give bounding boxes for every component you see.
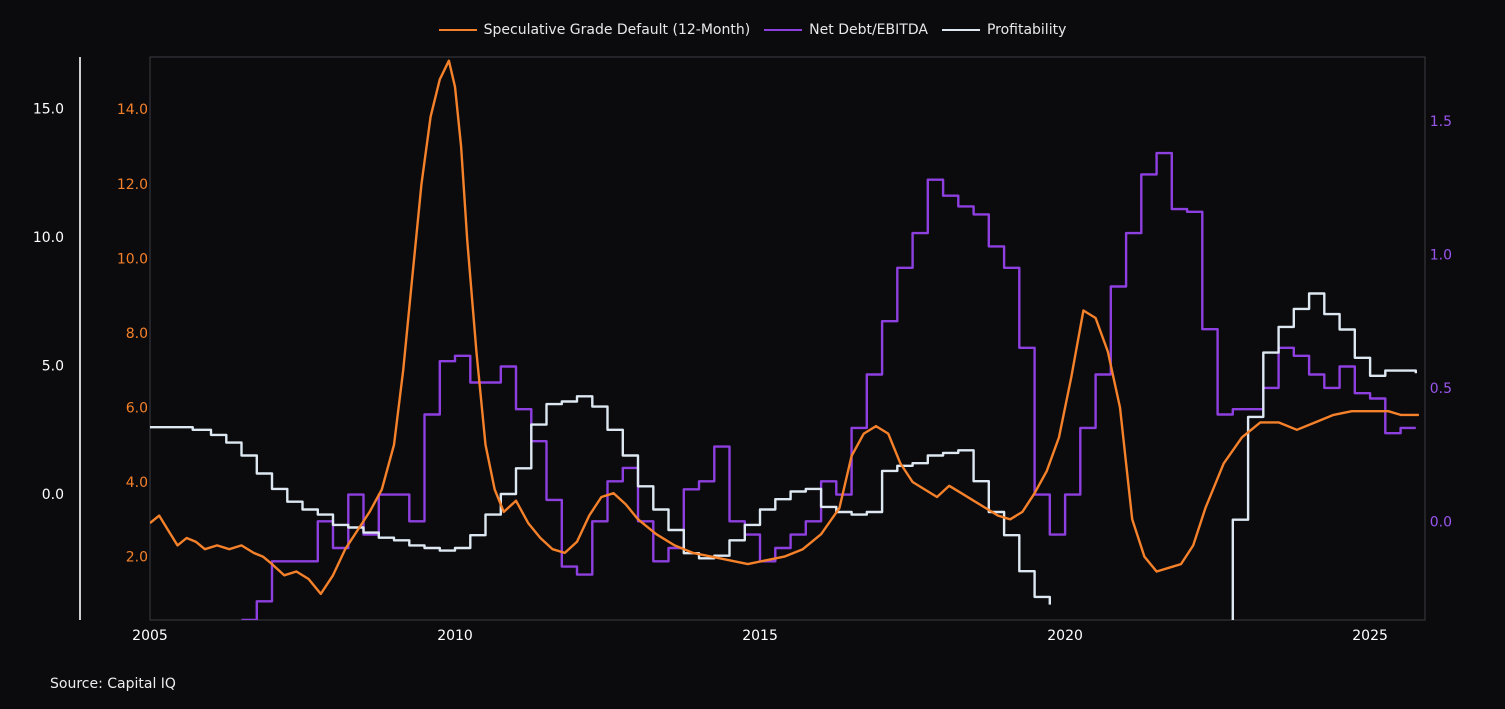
- series-line-net-debt-ebitda: [241, 151, 1416, 620]
- right-tick-label: 1.5: [1430, 114, 1452, 130]
- axes-layer: 2005 2010 2015 2020 2025 0.0 5.0 10.0 15.0 2.0 4.0…: [33, 101, 1452, 644]
- legend-item-profitability[interactable]: Profitability: [941, 22, 1067, 38]
- x-tick-label: 2025: [1352, 628, 1388, 644]
- left-inner-tick-label: 8.0: [126, 326, 148, 342]
- left-outer-tick-label: 15.0: [33, 101, 64, 117]
- plot-frame: [79, 56, 1426, 621]
- left-inner-tick-label: 2.0: [126, 550, 148, 566]
- right-tick-label: 0.0: [1430, 514, 1452, 530]
- left-inner-tick-label: 14.0: [117, 102, 148, 118]
- x-tick-label: 2010: [437, 628, 473, 644]
- legend-swatch-default-rate: [438, 29, 477, 31]
- source-note: Source: Capital IQ: [50, 676, 176, 692]
- right-tick-label: 0.5: [1430, 381, 1452, 397]
- legend: Speculative Grade Default (12-Month) Net…: [0, 22, 1505, 38]
- x-tick-label: 2020: [1047, 628, 1083, 644]
- left-inner-tick-label: 6.0: [126, 400, 148, 416]
- series-line-profitability: [150, 292, 1417, 620]
- left-inner-tick-label: 4.0: [126, 475, 148, 491]
- plot-border: [149, 56, 1426, 621]
- legend-item-default-rate[interactable]: Speculative Grade Default (12-Month): [438, 22, 751, 38]
- legend-swatch-net-debt-ebitda: [764, 29, 803, 31]
- left-outer-tick-label: 0.0: [42, 487, 64, 503]
- legend-label-profitability: Profitability: [986, 22, 1067, 38]
- legend-swatch-profitability: [941, 29, 980, 31]
- left-outer-tick-label: 5.0: [42, 358, 64, 374]
- x-tick-label: 2015: [742, 628, 778, 644]
- x-tick-label: 2005: [132, 628, 168, 644]
- series-layer: [150, 59, 1419, 620]
- legend-label-default-rate: Speculative Grade Default (12-Month): [483, 22, 751, 38]
- series-line-speculative-grade-default-12-month: [150, 59, 1419, 596]
- left-inner-tick-label: 12.0: [117, 177, 148, 193]
- left-inner-tick-label: 10.0: [117, 251, 148, 267]
- legend-item-net-debt-ebitda[interactable]: Net Debt/EBITDA: [764, 22, 928, 38]
- left-outer-tick-label: 10.0: [33, 230, 64, 246]
- legend-label-net-debt-ebitda: Net Debt/EBITDA: [809, 22, 928, 38]
- right-tick-label: 1.0: [1430, 247, 1452, 263]
